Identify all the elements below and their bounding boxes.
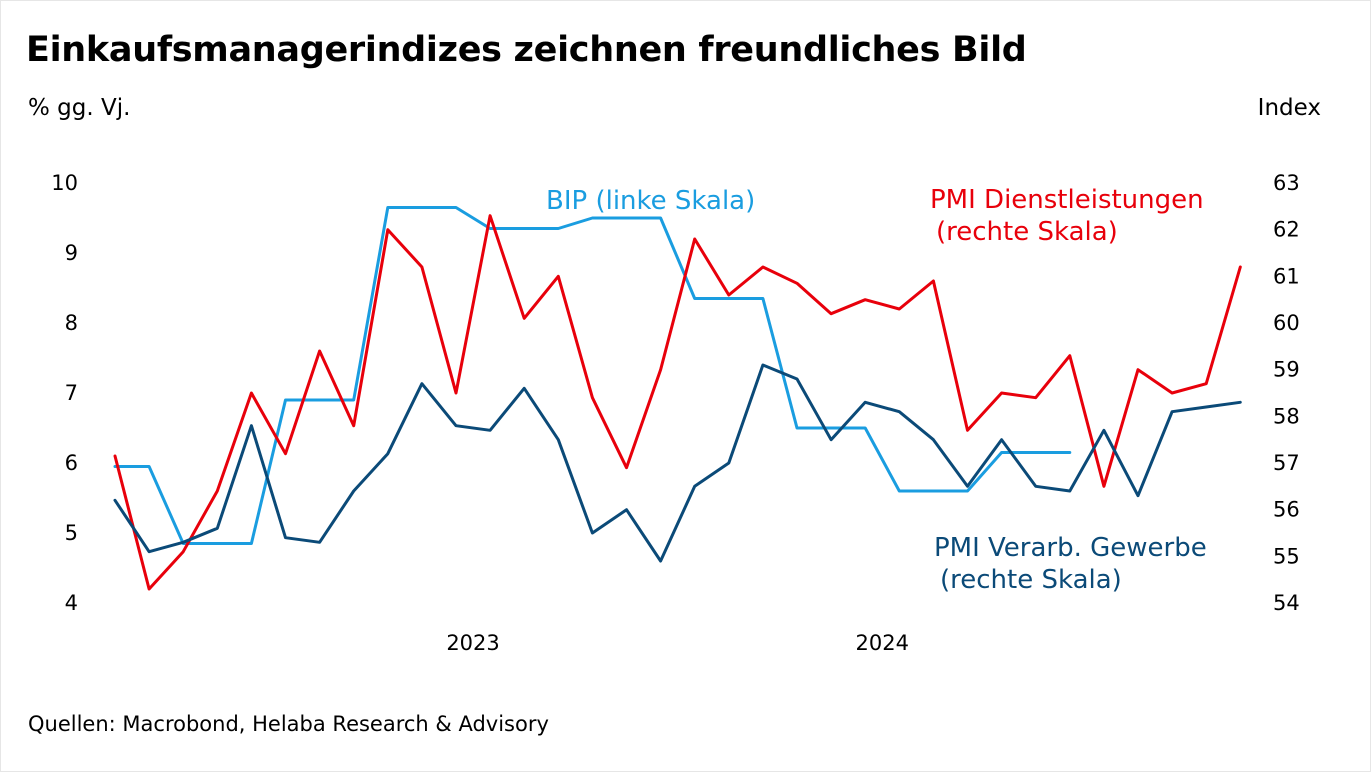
- annotation-pmi-services: (rechte Skala): [936, 217, 1118, 247]
- annotation-bip: BIP (linke Skala): [546, 186, 755, 216]
- x-axis-tick-label: 2023: [446, 631, 499, 655]
- left-axis-tick-label: 6: [65, 451, 78, 475]
- left-axis-tick-label: 9: [65, 241, 78, 265]
- annotation-pmi-manufacturing: PMI Verarb. Gewerbe: [934, 533, 1207, 563]
- series-line-pmi-manufacturing: [113, 363, 1242, 563]
- left-axis-tick-label: 8: [65, 311, 78, 335]
- right-axis-tick-label: 62: [1273, 218, 1300, 242]
- right-axis-tick-label: 54: [1273, 591, 1300, 615]
- right-axis-tick-label: 55: [1273, 544, 1300, 568]
- left-axis-tick-label: 4: [65, 591, 78, 615]
- right-axis-unit: Index: [1257, 95, 1321, 121]
- right-axis-tick-label: 56: [1273, 498, 1300, 522]
- series-line-bip: [113, 206, 1072, 545]
- x-axis-tick-label: 2024: [856, 631, 909, 655]
- series-line-pmi-services: [113, 214, 1242, 591]
- right-axis-tick-label: 57: [1273, 451, 1300, 475]
- right-axis-tick-label: 63: [1273, 171, 1300, 195]
- annotation-pmi-manufacturing: (rechte Skala): [940, 565, 1122, 595]
- right-axis-tick-label: 60: [1273, 311, 1300, 335]
- right-axis-tick-label: 58: [1273, 404, 1300, 428]
- right-axis-tick-label: 61: [1273, 264, 1300, 288]
- right-axis-tick-label: 59: [1273, 358, 1300, 382]
- chart-title: Einkaufsmanagerindizes zeichnen freundli…: [26, 30, 1027, 70]
- left-axis-tick-label: 5: [65, 521, 78, 545]
- left-axis-tick-label: 10: [51, 171, 78, 195]
- left-axis-tick-label: 7: [65, 381, 78, 405]
- annotation-pmi-services: PMI Dienstleistungen: [930, 185, 1204, 215]
- source-note: Quellen: Macrobond, Helaba Research & Ad…: [28, 712, 549, 736]
- left-axis-unit: % gg. Vj.: [28, 95, 131, 121]
